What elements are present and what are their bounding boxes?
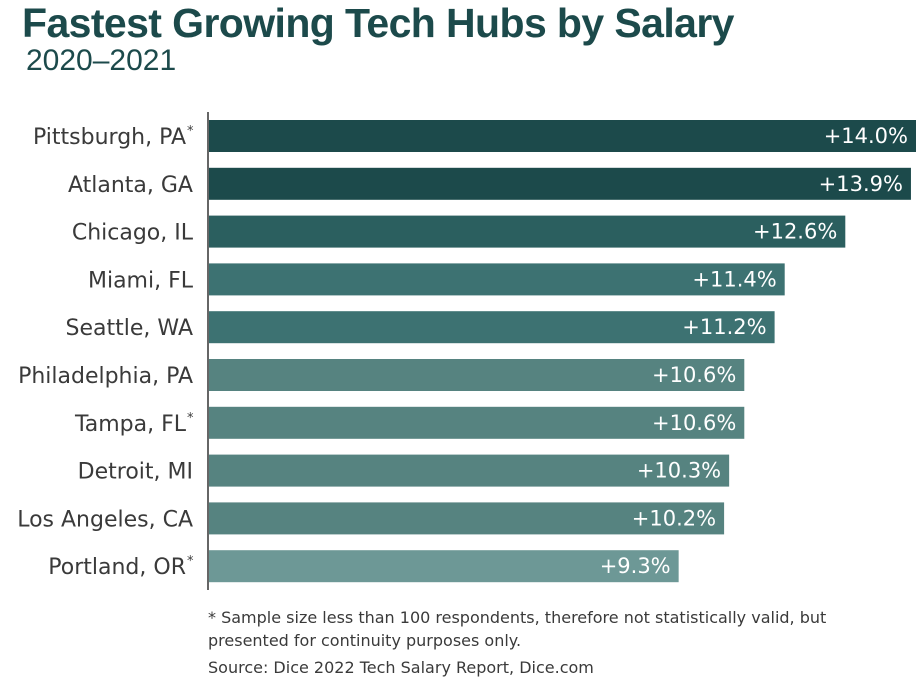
bar-chicago-il bbox=[209, 215, 846, 248]
category-label-atlanta-ga: Atlanta, GA bbox=[68, 173, 193, 198]
asterisk-mark: * bbox=[187, 411, 194, 426]
chart-subtitle: 2020–2021 bbox=[26, 44, 177, 77]
bar-chart: +14.0%*Pittsburgh, PA+13.9%Atlanta, GA+1… bbox=[17, 112, 916, 590]
value-label-portland-or: +9.3% bbox=[600, 554, 671, 578]
asterisk-mark: * bbox=[187, 124, 194, 139]
category-label-chicago-il: Chicago, IL bbox=[72, 221, 194, 246]
bar-seattle-wa bbox=[209, 311, 775, 344]
bar-tampa-fl bbox=[209, 406, 745, 439]
category-label-detroit-mi: Detroit, MI bbox=[78, 460, 193, 485]
source-note: Source: Dice 2022 Tech Salary Report, Di… bbox=[208, 658, 594, 677]
chart-title: Fastest Growing Tech Hubs by Salary bbox=[22, 0, 734, 46]
value-label-pittsburgh-pa: +14.0% bbox=[824, 124, 908, 148]
bar-pittsburgh-pa bbox=[209, 120, 916, 152]
category-label-tampa-fl: Tampa, FL bbox=[74, 412, 187, 437]
bar-los-angeles-ca bbox=[209, 502, 725, 535]
category-label-miami-fl: Miami, FL bbox=[88, 268, 194, 293]
category-label-pittsburgh-pa: Pittsburgh, PA bbox=[33, 125, 186, 150]
bar-portland-or bbox=[209, 550, 679, 583]
bars-group: +14.0%*Pittsburgh, PA+13.9%Atlanta, GA+1… bbox=[17, 120, 916, 583]
bar-philadelphia-pa bbox=[209, 359, 745, 391]
value-label-chicago-il: +12.6% bbox=[753, 220, 837, 244]
bar-atlanta-ga bbox=[209, 167, 911, 200]
category-label-los-angeles-ca: Los Angeles, CA bbox=[17, 507, 193, 532]
value-label-seattle-wa: +11.2% bbox=[682, 315, 766, 339]
value-label-philadelphia-pa: +10.6% bbox=[652, 363, 736, 387]
category-label-seattle-wa: Seattle, WA bbox=[66, 316, 193, 341]
bar-miami-fl bbox=[209, 263, 785, 296]
value-label-miami-fl: +11.4% bbox=[692, 267, 776, 291]
value-label-atlanta-ga: +13.9% bbox=[819, 172, 903, 196]
asterisk-mark: * bbox=[187, 554, 194, 569]
category-label-philadelphia-pa: Philadelphia, PA bbox=[18, 364, 193, 389]
category-label-portland-or: Portland, OR bbox=[48, 555, 186, 580]
bar-detroit-mi bbox=[209, 454, 730, 487]
value-label-detroit-mi: +10.3% bbox=[637, 459, 721, 483]
value-label-los-angeles-ca: +10.2% bbox=[632, 506, 716, 530]
value-label-tampa-fl: +10.6% bbox=[652, 411, 736, 435]
footnote: * Sample size less than 100 respondents,… bbox=[208, 608, 827, 650]
